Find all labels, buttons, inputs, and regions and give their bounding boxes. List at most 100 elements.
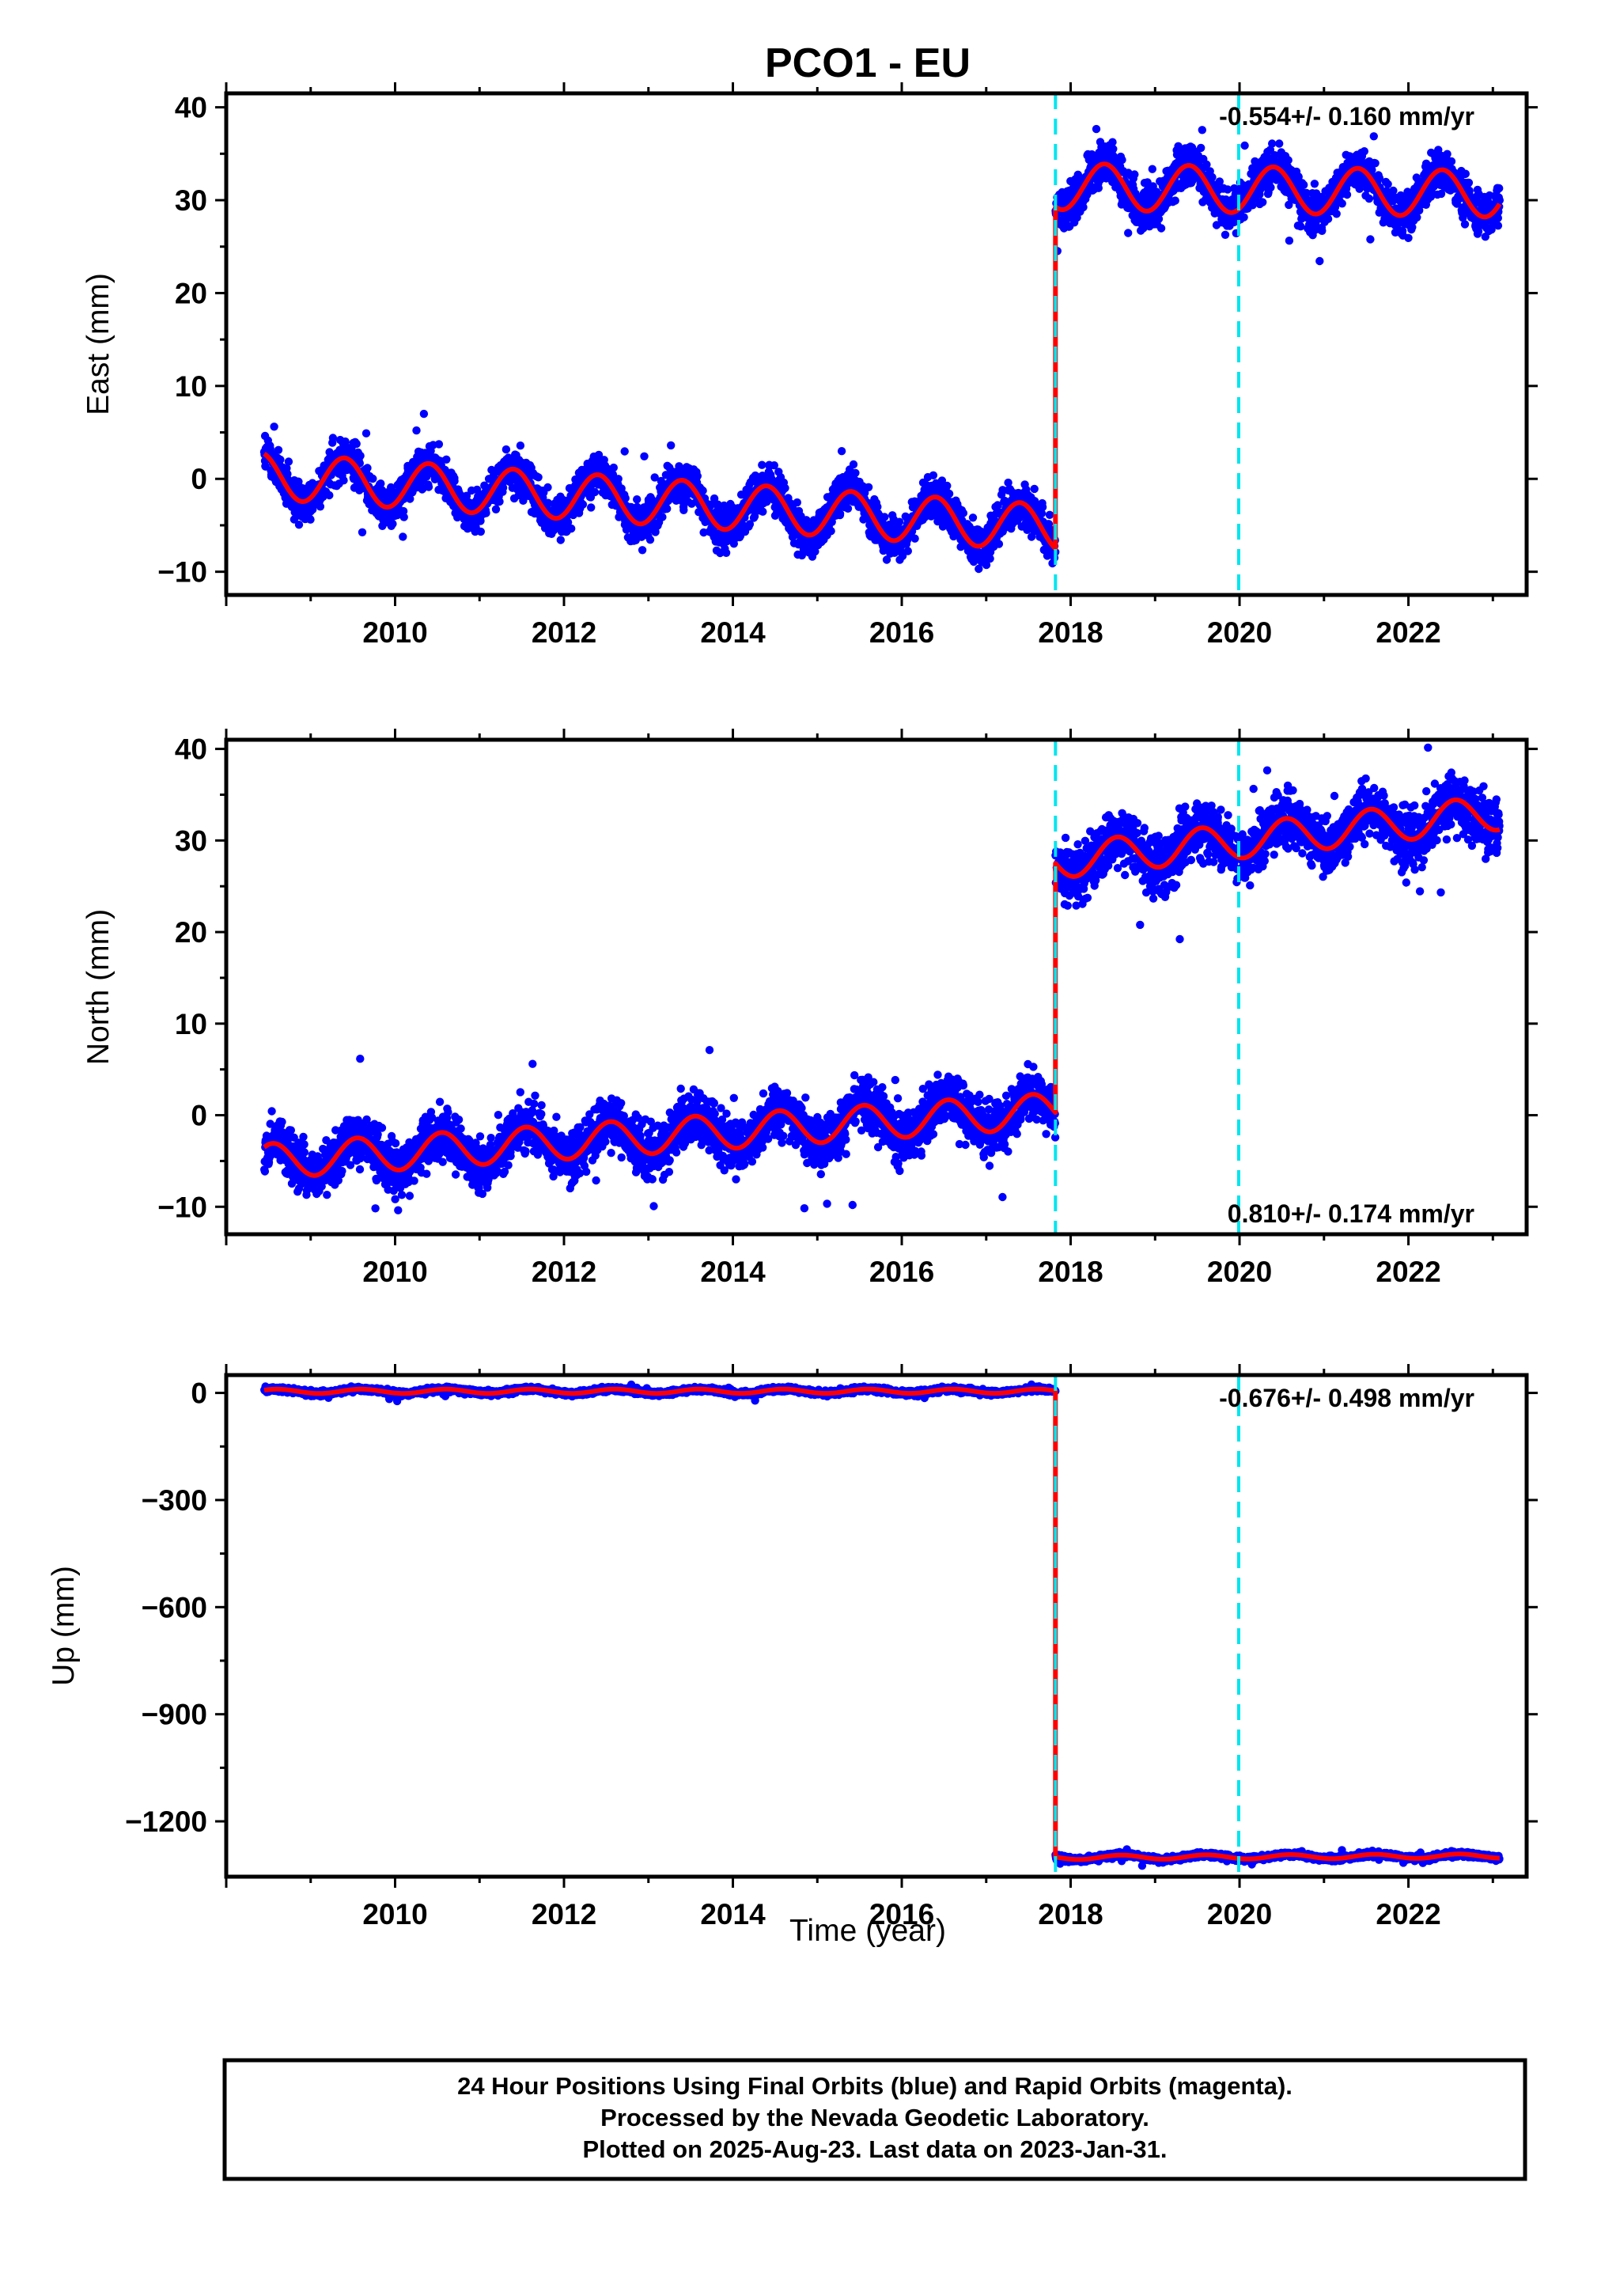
east-data-point (1413, 213, 1421, 222)
east-data-point (811, 547, 819, 556)
east-data-point (1197, 143, 1205, 153)
east-data-point (328, 434, 338, 442)
east-data-point (621, 494, 630, 502)
east-data-point (363, 464, 372, 472)
east-data-point (419, 409, 429, 419)
east-data-point (633, 495, 642, 504)
east-data-point (638, 546, 647, 555)
east-data-point (1342, 190, 1352, 199)
east-data-point (450, 476, 459, 486)
east-rate-label: -0.554+/- 0.160 mm/yr (1219, 102, 1474, 131)
east-data-point (325, 491, 334, 500)
east-data-point (698, 487, 707, 495)
east-data-point (406, 494, 414, 503)
east-data-point (1094, 184, 1103, 192)
east-data-point (1148, 165, 1157, 173)
east-data-point (1038, 502, 1047, 512)
east-data-point (316, 502, 325, 511)
east-data-point (294, 477, 303, 486)
east-data-point (476, 517, 485, 525)
east-data-point (543, 483, 552, 492)
east-data-point (1266, 183, 1275, 192)
east-y-tick-label: 0 (191, 463, 207, 495)
east-data-point (1493, 222, 1503, 230)
east-data-point (563, 518, 573, 527)
east-data-point (501, 445, 511, 454)
east-data-point (1045, 510, 1054, 519)
east-data-point (679, 506, 688, 514)
east-data-point (968, 513, 978, 522)
east-data-point (399, 532, 407, 541)
east-data-point (1383, 180, 1392, 188)
east-x-tick-label: 2016 (869, 616, 934, 649)
east-data-point (617, 484, 626, 493)
east-data-point (1360, 147, 1369, 156)
east-data-point (1079, 203, 1088, 212)
east-data-point (944, 489, 954, 498)
east-data-point (567, 524, 576, 533)
east-data-point (369, 474, 377, 483)
east-data-point (1369, 132, 1379, 141)
east-data-point (1240, 141, 1249, 150)
east-data-point (750, 512, 759, 521)
east-panel: 2010 2012 2014 2016 2018 2020 2022−10010203040… (81, 82, 1538, 649)
east-data-point (640, 452, 649, 460)
east-data-point (759, 507, 767, 516)
east-y-tick-label: 30 (175, 184, 207, 217)
east-data-point (1275, 139, 1284, 148)
east-data-point (1315, 256, 1324, 266)
east-data-point (667, 441, 676, 450)
east-data-point (895, 517, 904, 526)
east-data-point (645, 536, 655, 544)
east-data-point (270, 422, 278, 431)
east-data-point (793, 498, 801, 507)
east-data-point (903, 547, 913, 555)
east-data-point (1465, 186, 1474, 195)
east-y-tick-label: 40 (175, 92, 207, 124)
east-data-point (1447, 157, 1456, 166)
east-data-point (1464, 178, 1474, 188)
east-x-tick-label: 2020 (1207, 616, 1272, 649)
east-data-point (994, 540, 1004, 548)
east-data-point (1130, 170, 1139, 179)
east-data-point (442, 455, 451, 464)
east-data-point (1285, 237, 1294, 245)
east-x-tick-label: 2010 (362, 616, 427, 649)
east-data-point (1124, 229, 1133, 237)
east-data-point (284, 457, 293, 466)
east-data-point (1310, 180, 1319, 188)
east-data-point (1284, 156, 1293, 165)
east-data-point (745, 520, 755, 529)
north-data-point (267, 1107, 276, 1116)
east-data-point (1300, 180, 1308, 189)
east-y-axis-label: East (mm) (81, 273, 115, 415)
east-data-point (1364, 194, 1374, 203)
east-data-point (663, 504, 672, 513)
east-data-point (356, 451, 365, 460)
east-data-point (1461, 169, 1470, 178)
east-data-point (412, 426, 421, 435)
east-data-point (482, 509, 490, 517)
east-data-point (943, 481, 952, 491)
east-data-point (1208, 172, 1217, 182)
east-data-point (929, 471, 938, 479)
east-data-point (959, 509, 968, 517)
east-data-point (556, 536, 565, 544)
east-x-tick-label: 2018 (1038, 616, 1103, 649)
east-data-point (849, 460, 858, 469)
east-data-point (781, 483, 789, 493)
east-data-point (1495, 184, 1504, 193)
east-data-point (306, 515, 315, 524)
east-data-point (1318, 226, 1327, 235)
east-data-point (1495, 195, 1504, 205)
east-data-point (1221, 230, 1230, 239)
east-data-point (609, 463, 618, 472)
east-data-point (1118, 155, 1126, 165)
east-data-point (658, 513, 667, 521)
east-data-point (614, 475, 623, 483)
east-data-point (851, 468, 860, 477)
east-data-point (352, 439, 361, 449)
east-data-point (1366, 235, 1375, 244)
east-data-point (377, 479, 385, 488)
east-data-point (758, 460, 766, 469)
